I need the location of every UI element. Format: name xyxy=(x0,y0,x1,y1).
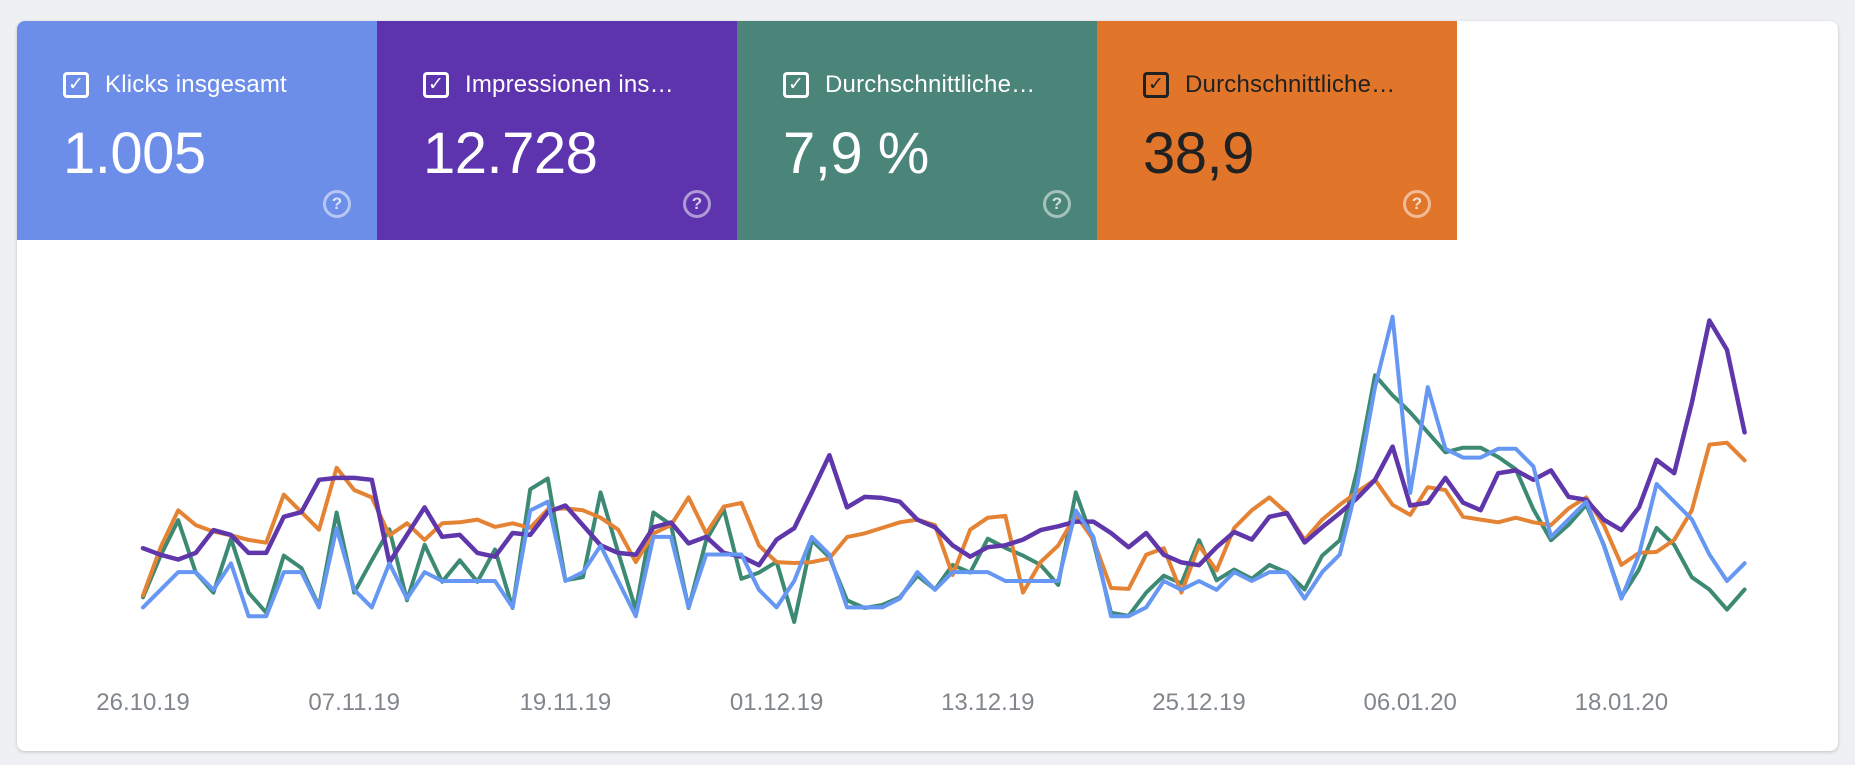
x-tick-label: 13.12.19 xyxy=(941,689,1035,716)
check-mark-icon: ✓ xyxy=(1148,73,1164,95)
metric-label: Impressionen ins… xyxy=(465,71,674,98)
chart-line-ctr xyxy=(141,373,1747,624)
chart-line-position xyxy=(141,440,1747,598)
metric-label: Durchschnittliche… xyxy=(825,71,1036,98)
checkbox-checked-icon[interactable]: ✓ xyxy=(423,72,449,98)
checkbox-checked-icon[interactable]: ✓ xyxy=(783,72,809,98)
help-icon[interactable]: ? xyxy=(323,190,351,218)
performance-panel: 26.10.19 07.11.19 19.11.19 01.12.19 13.12.19… xyxy=(17,21,1838,751)
checkbox-checked-icon[interactable]: ✓ xyxy=(63,72,89,98)
x-tick-label: 19.11.19 xyxy=(519,689,612,716)
performance-chart[interactable] xyxy=(17,21,1838,751)
metric-value: 1.005 xyxy=(63,121,206,186)
x-tick-label: 06.01.20 xyxy=(1363,689,1457,716)
check-mark-icon: ✓ xyxy=(788,73,804,95)
metric-label: Klicks insgesamt xyxy=(105,71,287,98)
help-icon[interactable]: ? xyxy=(1403,190,1431,218)
x-tick-label: 25.12.19 xyxy=(1152,689,1246,716)
check-mark-icon: ✓ xyxy=(428,73,444,95)
metric-cards: ✓ Klicks insgesamt 1.005 ? ✓ Impressione… xyxy=(17,21,1457,240)
check-mark-icon: ✓ xyxy=(68,73,84,95)
metric-value: 12.728 xyxy=(423,121,598,186)
card-header: ✓ Durchschnittliche… xyxy=(783,71,1097,99)
help-icon[interactable]: ? xyxy=(1043,190,1071,218)
x-tick-label: 26.10.19 xyxy=(96,689,190,716)
metric-card-impressions[interactable]: ✓ Impressionen ins… 12.728 ? xyxy=(377,21,737,240)
x-tick-label: 07.11.19 xyxy=(308,689,401,716)
checkbox-checked-icon[interactable]: ✓ xyxy=(1143,72,1169,98)
metric-card-clicks[interactable]: ✓ Klicks insgesamt 1.005 ? xyxy=(17,21,377,240)
metric-value: 38,9 xyxy=(1143,121,1254,186)
x-tick-label: 01.12.19 xyxy=(729,689,824,716)
metric-card-ctr[interactable]: ✓ Durchschnittliche… 7,9 % ? xyxy=(737,21,1097,240)
metric-value: 7,9 % xyxy=(783,121,929,186)
chart-line-impressions xyxy=(140,318,1747,568)
card-header: ✓ Durchschnittliche… xyxy=(1143,71,1457,99)
metric-label: Durchschnittliche… xyxy=(1185,71,1396,98)
card-header: ✓ Impressionen ins… xyxy=(423,71,737,99)
metric-card-position[interactable]: ✓ Durchschnittliche… 38,9 ? xyxy=(1097,21,1457,240)
help-icon[interactable]: ? xyxy=(683,190,711,218)
card-header: ✓ Klicks insgesamt xyxy=(63,71,377,99)
x-tick-label: 18.01.20 xyxy=(1574,689,1669,716)
chart-line-clicks xyxy=(141,314,1747,619)
